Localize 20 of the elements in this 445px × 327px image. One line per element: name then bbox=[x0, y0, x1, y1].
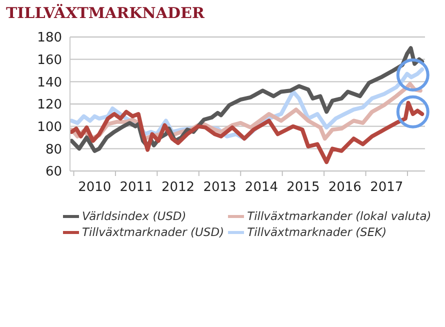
x-tick-label: 2015 bbox=[286, 180, 320, 195]
x-tick-label: 2016 bbox=[328, 180, 362, 195]
x-tick-label: 2017 bbox=[370, 180, 404, 195]
y-tick-label: 80 bbox=[45, 142, 62, 158]
y-tick-label: 100 bbox=[37, 120, 62, 135]
y-tick-label: 60 bbox=[45, 164, 62, 180]
legend-label: Världsindex (USD) bbox=[82, 209, 186, 223]
legend-label: Tillväxtmarknader (USD) bbox=[82, 225, 224, 239]
chart-title: TILLVÄXTMARKNADER bbox=[6, 4, 204, 22]
x-tick-label: 2013 bbox=[203, 180, 236, 195]
legend-label: Tillväxtmarknader (SEK) bbox=[247, 225, 387, 239]
x-tick-label: 2011 bbox=[120, 180, 153, 195]
x-tick-label: 2010 bbox=[78, 180, 112, 195]
y-tick-label: 160 bbox=[37, 52, 62, 68]
x-tick-label: 2014 bbox=[244, 180, 278, 195]
y-tick-label: 180 bbox=[37, 30, 62, 46]
y-tick-label: 120 bbox=[37, 98, 62, 113]
x-tick-label: 2012 bbox=[161, 180, 195, 195]
y-tick-label: 140 bbox=[37, 75, 62, 90]
legend-label: Tillväxtmarkander (lokal valuta) bbox=[247, 209, 432, 223]
